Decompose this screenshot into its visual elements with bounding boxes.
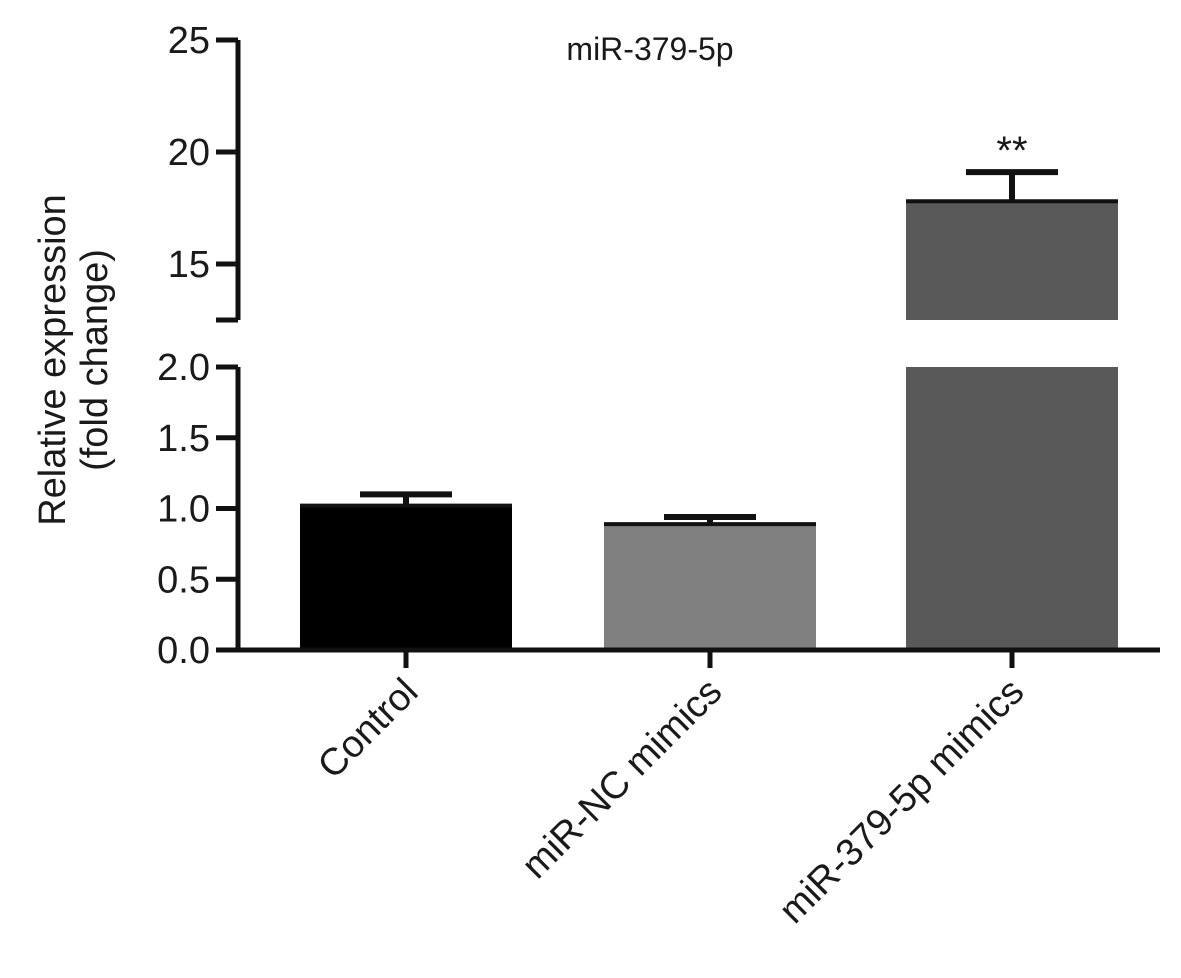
bar-lower-segment: [906, 367, 1118, 650]
x-axis: Control miR-NC mimics miR-379-5p mimics: [238, 647, 1160, 932]
bar-upper-segment: [906, 201, 1118, 320]
chart-title: miR-379-5p: [566, 31, 733, 67]
y-tick-label: 2.0: [157, 347, 210, 389]
y-axis-label: Relative expression (fold change): [32, 194, 116, 526]
bars: **: [300, 129, 1118, 650]
x-tick-label: Control: [310, 671, 426, 787]
x-tick-label: miR-379-5p mimics: [771, 671, 1032, 932]
y-axis-label-line-2: (fold change): [74, 249, 116, 471]
y-axis: 0.0 0.5 1.0 1.5 2.0 15 20 25: [157, 20, 241, 672]
y-tick-label: 25: [168, 20, 210, 62]
y-tick-label: 15: [168, 244, 210, 286]
bar: [604, 524, 816, 650]
y-tick-label: 20: [168, 132, 210, 174]
significance-marker: **: [996, 129, 1027, 173]
y-tick-label: 0.5: [157, 559, 210, 601]
x-tick-label: miR-NC mimics: [514, 671, 730, 887]
y-tick-label: 1.0: [157, 489, 210, 531]
y-tick-label: 1.5: [157, 418, 210, 460]
y-tick-label: 0.0: [157, 630, 210, 672]
y-axis-label-line-1: Relative expression: [32, 194, 74, 526]
bar: [300, 505, 512, 650]
